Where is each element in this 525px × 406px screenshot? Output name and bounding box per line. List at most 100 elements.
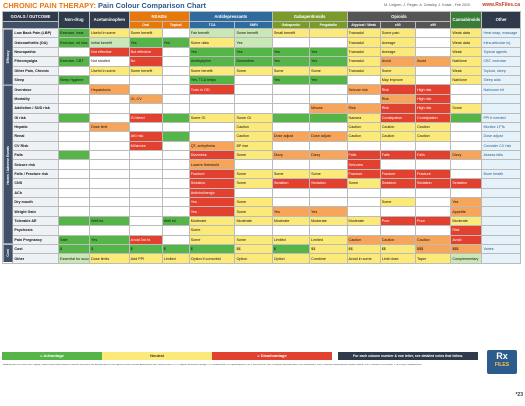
table-cell: MI/stroke	[128, 140, 163, 152]
table-cell	[161, 168, 190, 180]
table-cell	[234, 103, 273, 114]
table-cell: Yes	[128, 37, 163, 48]
table-cell: Some	[450, 103, 483, 114]
table-cell: Naloxone kit	[481, 84, 521, 95]
table-row: Mortality GI, CV Risk High risk	[3, 93, 521, 105]
table-cell: Nausea	[346, 112, 381, 123]
table-cell: Sleep hygiene	[58, 74, 91, 86]
table-cell: Some GI	[188, 112, 236, 123]
table-row: Other Pain, Chronic Useful in some Some be…	[3, 65, 521, 76]
table-cell	[58, 121, 91, 133]
row-label: Fibromyalgia	[12, 56, 60, 67]
table-cell	[481, 234, 521, 246]
table-cell	[89, 178, 130, 189]
table-cell	[450, 93, 483, 105]
table-row: Hepatic Dose limit Caution Caution Caution Ca…	[3, 121, 521, 133]
table-cell	[415, 187, 452, 199]
table-cell: Some	[379, 197, 417, 208]
table-cell: Dizzy	[271, 150, 311, 161]
table-cell: Fracture	[379, 168, 417, 180]
site-link[interactable]: www.RxFiles.ca	[482, 2, 520, 8]
table-cell: Misuse	[309, 103, 348, 114]
table-row: Renal AKI risk Caution Dose adjust Dose adju…	[3, 131, 521, 142]
table-cell	[234, 225, 273, 236]
table-cell	[309, 27, 348, 39]
table-cell: Sedation	[379, 178, 417, 189]
table-cell: Some	[234, 65, 273, 76]
table-cell: Assess falls	[481, 150, 521, 161]
table-cell	[481, 197, 521, 208]
table-cell	[58, 197, 91, 208]
table-cell	[309, 112, 348, 123]
table-cell	[58, 140, 91, 152]
table-cell: Fracture	[346, 168, 381, 180]
table-cell	[346, 74, 381, 86]
sub-tca: TCA	[188, 21, 236, 29]
table-cell	[128, 197, 163, 208]
row-label: Osteoarthritis (OA)	[12, 37, 60, 48]
row-label: Sleep	[12, 74, 60, 86]
table-cell	[161, 187, 190, 199]
section-label: Efficacy	[2, 28, 13, 85]
table-cell: Topical agents	[481, 46, 521, 58]
table-cell: Yes	[161, 37, 190, 48]
table-cell: GI, CV	[128, 93, 163, 105]
table-cell: Yes	[309, 56, 348, 67]
row-label: Other	[12, 253, 60, 264]
table-cell: Useful in some	[89, 27, 130, 39]
table-cell	[161, 225, 190, 236]
table-cell: Yes	[234, 46, 273, 58]
table-cell	[271, 93, 311, 105]
row-label: Falls	[12, 150, 60, 161]
table-cell: $$$	[450, 243, 483, 255]
table-cell: Average	[379, 37, 417, 48]
table-cell: Sedation	[309, 178, 348, 189]
row-label: Weight Gain	[12, 206, 60, 217]
table-cell	[481, 225, 521, 236]
table-cell	[234, 84, 273, 95]
sub-snri: SNRI	[234, 21, 273, 29]
table-cell	[58, 46, 91, 58]
table-cell: $$	[346, 243, 381, 255]
table-cell	[234, 159, 273, 170]
row-label: Overdose	[12, 84, 60, 95]
table-cell: Bone health	[481, 168, 521, 180]
table-cell: Limited	[161, 253, 190, 264]
table-cell	[309, 93, 348, 105]
col-other: Other	[481, 11, 521, 29]
table-cell: Fracture	[415, 168, 452, 180]
table-cell: $$	[309, 243, 348, 255]
col-opioids: Opioids	[346, 11, 452, 22]
table-cell: Essential for success	[58, 253, 91, 264]
section-label: Cost	[2, 244, 13, 264]
table-cell	[58, 112, 91, 123]
table-cell: Yes	[309, 46, 348, 58]
table-cell	[188, 93, 236, 105]
table-cell: Dizziness	[188, 150, 236, 161]
table-cell	[481, 159, 521, 170]
table-cell: $	[271, 243, 311, 255]
table-cell	[89, 112, 130, 123]
table-cell	[309, 84, 348, 95]
table-cell: Exercise, CBT	[58, 56, 91, 67]
table-cell	[188, 121, 236, 133]
row-label: GI risk	[12, 112, 60, 123]
col-acetaminophen: Acetaminophen	[89, 11, 130, 29]
table-cell: Some data	[188, 37, 236, 48]
table-cell: $$	[234, 243, 273, 255]
table-cell: Tramadol	[346, 56, 381, 67]
table-cell: Amitriptyline	[188, 56, 236, 67]
table-cell	[128, 206, 163, 217]
table-cell: Yes	[188, 46, 236, 58]
table-cell: Complementary	[450, 253, 483, 264]
table-cell: Monitor LFTs	[481, 121, 521, 133]
table-cell: Some	[234, 234, 273, 246]
table-cell	[128, 225, 163, 236]
table-cell: AKI risk	[128, 131, 163, 142]
comparison-table: GOALS / OUTCOME Non-drug Acetaminophen N…	[1, 11, 521, 264]
table-cell	[379, 187, 417, 199]
legend: = Advantage Neutral = Disadvantage For e…	[2, 352, 521, 361]
table-cell	[450, 187, 483, 199]
table-cell: Avoid in some	[346, 253, 381, 264]
table-cell	[58, 84, 91, 95]
